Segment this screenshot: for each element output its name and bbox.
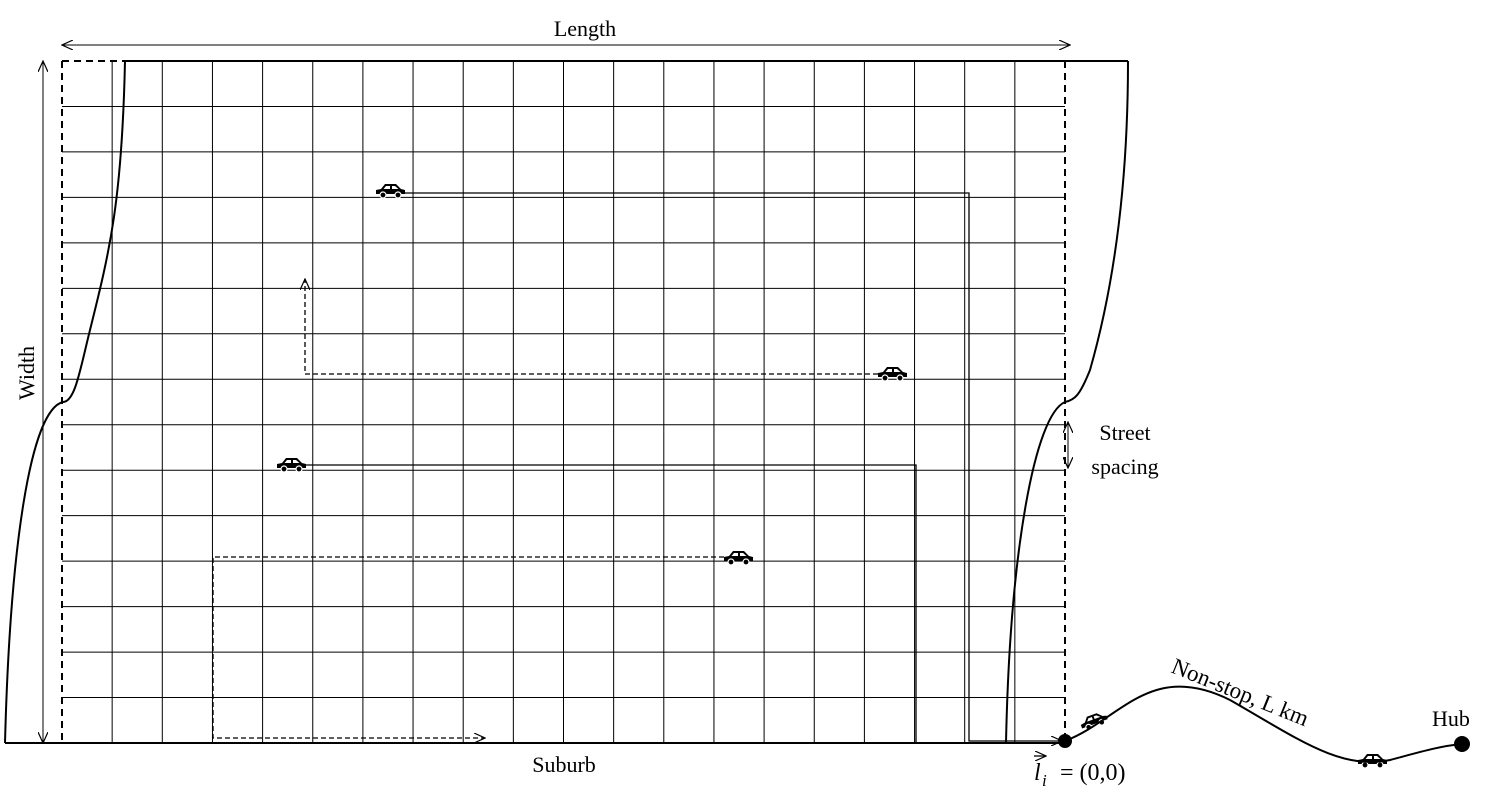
- right-curve: [1005, 60, 1129, 744]
- left-curve: [4, 60, 126, 744]
- route-dashed: [305, 279, 878, 375]
- spacing-label: spacing: [1091, 454, 1158, 479]
- origin-symbol: l: [1034, 760, 1041, 786]
- origin-value: = (0,0): [1060, 760, 1126, 786]
- street-grid: [62, 61, 1065, 743]
- origin-subscript: i: [1042, 771, 1047, 790]
- width-label: Width: [14, 346, 39, 400]
- hub-label: Hub: [1432, 706, 1470, 731]
- car: [723, 550, 754, 566]
- car: [375, 183, 406, 199]
- non-stop-road: [1064, 685, 1463, 763]
- length-label: Length: [554, 16, 616, 41]
- street-label: Street: [1099, 420, 1150, 445]
- car: [1078, 709, 1110, 733]
- origin-dot: [1058, 734, 1072, 748]
- route-solid: [305, 464, 917, 743]
- route-label: Non-stop, L km: [1168, 653, 1312, 731]
- route-solid: [405, 192, 1062, 741]
- origin-label: l i = (0,0): [1034, 756, 1126, 790]
- suburb-edge: [5, 60, 1128, 744]
- suburb-label: Suburb: [532, 752, 596, 777]
- hub-dot: [1454, 736, 1470, 752]
- route-dashed: [212, 556, 724, 738]
